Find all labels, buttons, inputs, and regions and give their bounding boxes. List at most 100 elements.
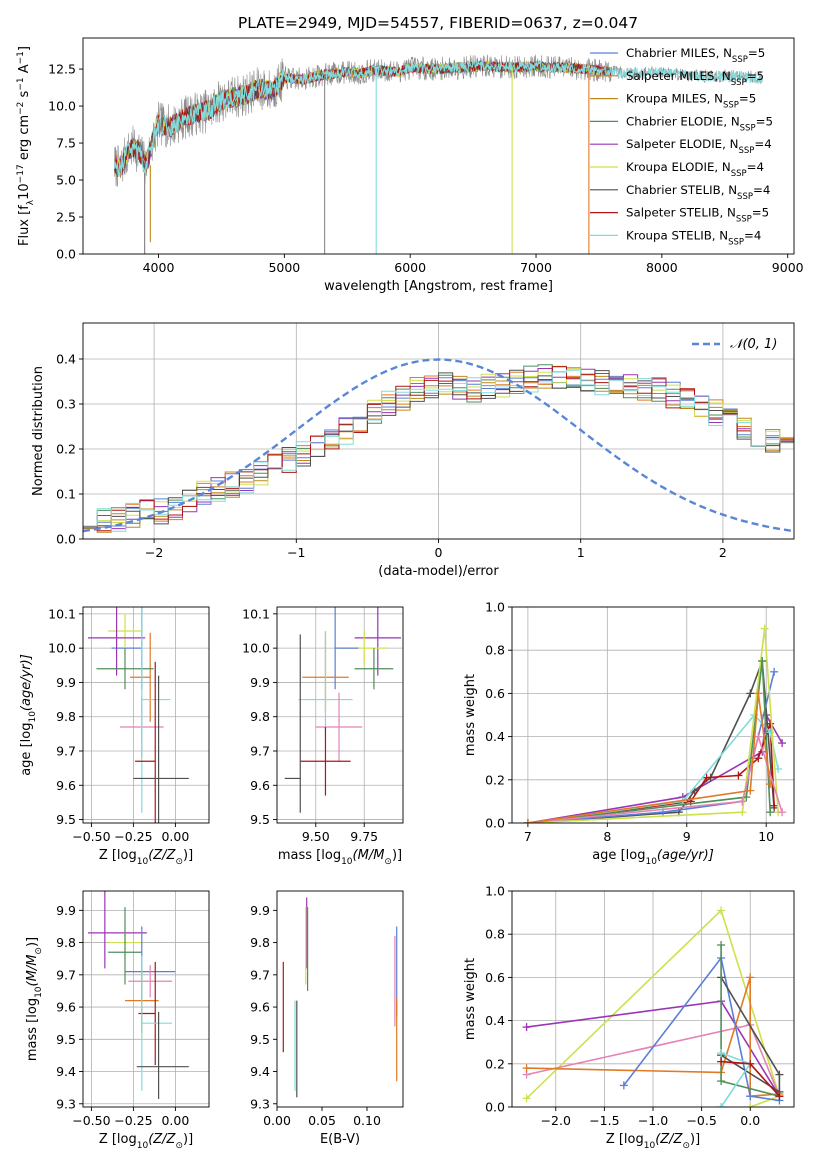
errorbar-point bbox=[108, 907, 142, 985]
mass-weight-vs-age-frame: 7 8 9 10 0.0 0.2 0.4 0.6 0.8 1.0 age [log10(age/yr… bbox=[463, 600, 795, 867]
x-tick-label: −1 bbox=[287, 545, 305, 560]
y-tick-label: 0.4 bbox=[485, 729, 505, 744]
age-vs-mass-grid bbox=[277, 607, 403, 823]
x-tick-label: −2 bbox=[145, 545, 163, 560]
weight-marker bbox=[746, 973, 755, 982]
mass-vs-Z-plot-area bbox=[88, 891, 189, 1099]
errorbar-point bbox=[284, 634, 301, 813]
mass-weight-vs-age-xlabel: age [log10(age/yr)] bbox=[592, 848, 714, 867]
legend-label: Salpeter STELIB, NSSP=5 bbox=[626, 206, 769, 225]
weight-marker bbox=[746, 1059, 755, 1068]
weight-marker bbox=[734, 771, 743, 780]
x-tick-label: 8 bbox=[603, 829, 611, 844]
y-tick-label: 10.1 bbox=[48, 606, 76, 621]
y-tick-label: 0.2 bbox=[485, 1056, 505, 1071]
mass-vs-Z-grid bbox=[83, 891, 209, 1107]
weight-marker bbox=[717, 1057, 726, 1066]
observed-spectrum bbox=[114, 54, 763, 188]
y-tick-label: 0.2 bbox=[485, 772, 505, 787]
errorbar-point bbox=[133, 675, 189, 823]
age-vs-mass-xlabel: mass [log10(M/M⊙)] bbox=[278, 848, 402, 867]
weight-marker bbox=[702, 773, 711, 782]
y-tick-label: 12.5 bbox=[48, 62, 76, 77]
weight-marker bbox=[778, 739, 787, 748]
x-tick-label: −0.25 bbox=[114, 829, 152, 844]
y-tick-label: 0.6 bbox=[485, 970, 505, 985]
y-tick-label: 0.4 bbox=[485, 1013, 505, 1028]
age-vs-mass-axes: 9.50 9.75 9.5 9.6 9.7 9.8 9.9 10.0 10.1 mass [log… bbox=[242, 606, 404, 867]
weight-line-pink bbox=[527, 733, 783, 823]
age-vs-Z-frame: −0.50 −0.25 0.00 9.5 9.6 9.7 9.8 9.9 10.0 10.1 Z [… bbox=[19, 606, 210, 867]
weight-marker bbox=[717, 1077, 726, 1086]
weight-line-salpeter-miles bbox=[527, 693, 771, 823]
y-tick-label: 2.5 bbox=[56, 210, 76, 225]
legend-label: Chabrier STELIB, NSSP=4 bbox=[626, 183, 770, 202]
mass-weight-vs-age-plot-area bbox=[523, 624, 787, 823]
mass-weight-vs-Z-xlabel: Z [log10(Z/Z⊙)] bbox=[606, 1132, 700, 1151]
y-tick-label: 5.0 bbox=[56, 173, 76, 188]
weight-marker bbox=[754, 754, 763, 763]
weight-marker bbox=[760, 624, 769, 633]
x-tick-label: 1 bbox=[577, 545, 585, 560]
spectrum-ylabel: Flux [fλ10−17 erg cm−2 s−1 A−1] bbox=[16, 46, 36, 246]
weight-marker bbox=[522, 1094, 531, 1103]
y-tick-label: 0.0 bbox=[485, 816, 505, 831]
weight-line-chabrier-elodie bbox=[527, 660, 771, 823]
weight-marker bbox=[746, 1103, 755, 1107]
y-tick-label: 9.8 bbox=[56, 935, 76, 950]
weight-marker bbox=[717, 906, 726, 915]
y-tick-label: 9.8 bbox=[250, 709, 270, 724]
x-tick-label: 4000 bbox=[143, 260, 175, 275]
y-tick-label: 10.1 bbox=[242, 606, 270, 621]
errorbar-point bbox=[138, 961, 156, 1066]
age-vs-mass-spines bbox=[276, 606, 404, 824]
weight-marker bbox=[754, 689, 763, 698]
normal-curve bbox=[83, 358, 794, 533]
mass-vs-Z-axes: −0.50 −0.25 0.00 9.3 9.4 9.5 9.6 9.7 9.8 9.9 Z [lo… bbox=[25, 890, 210, 1151]
legend-label: Chabrier MILES, NSSP=5 bbox=[626, 46, 765, 65]
errorbar-point bbox=[354, 648, 394, 690]
y-tick-label: 0.0 bbox=[56, 247, 76, 262]
y-tick-label: 9.7 bbox=[250, 967, 270, 982]
y-tick-label: 0.6 bbox=[485, 686, 505, 701]
errorbar-point bbox=[298, 631, 353, 734]
weight-marker bbox=[778, 808, 787, 817]
legend-label: Salpeter MILES, NSSP=5 bbox=[626, 69, 764, 88]
spectrum-axes: 4000 5000 6000 7000 8000 9000 0.0 2.5 5.0 7.5 10.0… bbox=[16, 37, 804, 294]
y-tick-label: 0.8 bbox=[485, 927, 505, 942]
mass-vs-ebv-xlabel: E(B-V) bbox=[320, 1132, 360, 1147]
weight-marker bbox=[619, 1081, 628, 1090]
spectrum-xlabel: wavelength [Angstrom, rest frame] bbox=[324, 279, 553, 294]
y-tick-label: 9.8 bbox=[56, 709, 76, 724]
y-tick-label: 9.5 bbox=[250, 812, 270, 827]
weight-line-chabrier-miles bbox=[623, 956, 780, 1102]
weight-marker bbox=[717, 1103, 726, 1107]
y-tick-label: 0.8 bbox=[485, 643, 505, 658]
x-tick-label: 5000 bbox=[268, 260, 300, 275]
x-tick-label: 0.05 bbox=[308, 1113, 336, 1128]
residuals-axes: −2 −1 0 1 2 0.0 0.1 0.2 0.3 0.4 𝒩(0, 1) (data-model… bbox=[31, 322, 795, 579]
spectrum-frame: 4000 5000 6000 7000 8000 9000 0.0 2.5 5.0 7.5 10.0… bbox=[16, 37, 804, 294]
x-tick-label: 8000 bbox=[646, 260, 678, 275]
mass-weight-vs-Z-frame: −2.0 −1.5 −1.0 −0.5 0.0 0.0 0.2 0.4 0.6 0.8 1.0 Z [… bbox=[463, 884, 795, 1151]
y-tick-label: 10.0 bbox=[48, 641, 76, 656]
y-tick-label: 9.7 bbox=[250, 744, 270, 759]
mass-weight-vs-Z-axes: −2.0 −1.5 −1.0 −0.5 0.0 0.0 0.2 0.4 0.6 0.8 1.0 Z [… bbox=[463, 884, 795, 1151]
residuals-ylabel: Normed distribution bbox=[31, 366, 46, 496]
weight-line-chabrier-miles bbox=[527, 671, 775, 823]
mass-weight-vs-Z-ylabel: mass weight bbox=[463, 958, 478, 1040]
y-tick-label: 0.4 bbox=[56, 352, 76, 367]
y-tick-label: 10.0 bbox=[48, 99, 76, 114]
errorbar-point bbox=[141, 955, 173, 1091]
model-kroupa-stelib bbox=[113, 60, 763, 178]
weight-marker bbox=[746, 1092, 755, 1101]
errorbar-point bbox=[300, 727, 351, 796]
weight-marker bbox=[770, 801, 779, 810]
y-tick-label: 9.9 bbox=[56, 903, 76, 918]
weight-marker bbox=[754, 732, 763, 741]
x-tick-label: 0.00 bbox=[161, 829, 189, 844]
y-tick-label: 9.9 bbox=[56, 675, 76, 690]
mass-vs-ebv-spines bbox=[276, 890, 404, 1108]
spectrum-spines bbox=[82, 37, 795, 255]
